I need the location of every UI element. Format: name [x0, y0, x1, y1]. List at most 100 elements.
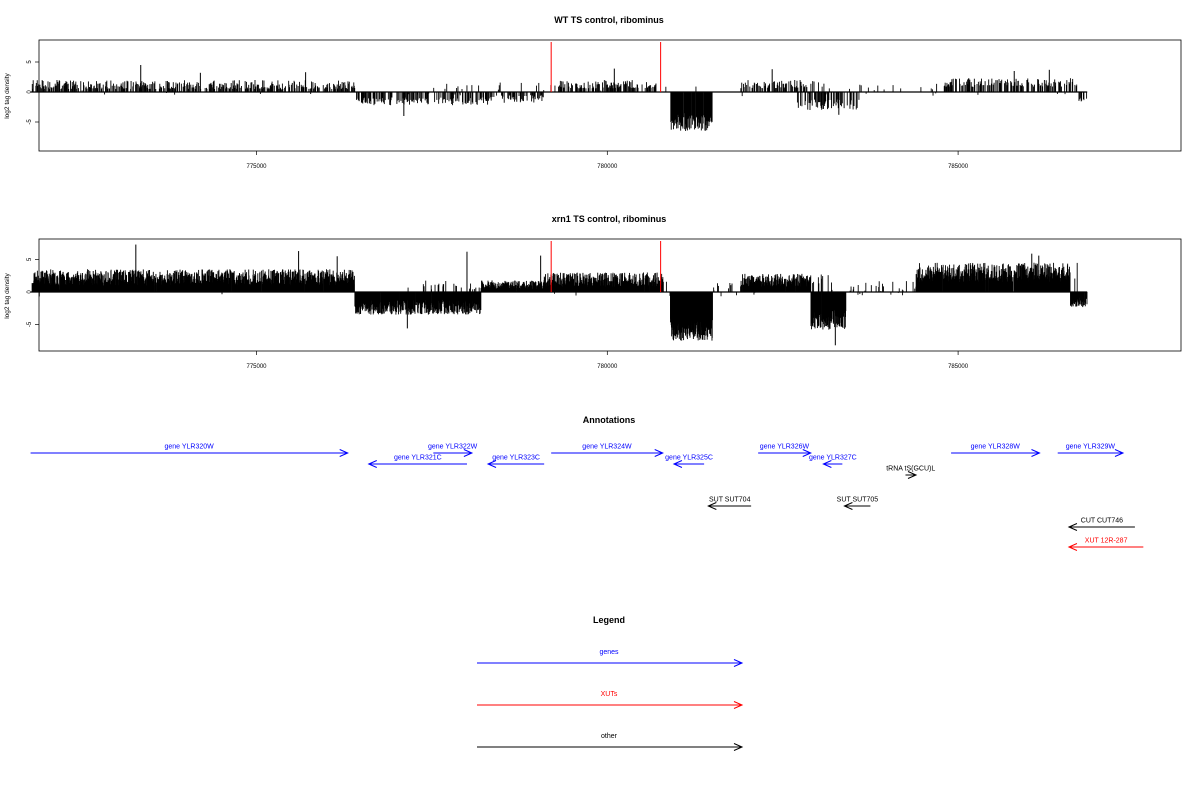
annotations-title: Annotations — [583, 415, 636, 425]
feature-arrow — [551, 449, 664, 457]
legend-item: genes — [477, 649, 744, 667]
feature-label: gene YLR324W — [582, 444, 632, 451]
legend-label: XUTs — [601, 691, 618, 698]
annotation-feature: gene YLR321C — [367, 455, 467, 468]
ytick-label: 0 — [27, 290, 33, 294]
feature-arrow-head — [367, 460, 377, 468]
legend-arrow-head — [733, 743, 744, 751]
feature-arrow-head — [339, 449, 349, 457]
legend-title: Legend — [593, 615, 625, 625]
feature-label: gene YLR328W — [971, 444, 1021, 451]
xtick-label: 780000 — [597, 164, 618, 170]
annotation-feature: gene YLR324W — [551, 444, 664, 457]
feature-label: gene YLR323C — [492, 455, 540, 462]
feature-label: gene YLR326W — [760, 444, 810, 451]
panel-wt-bars — [31, 65, 1088, 131]
feature-label: gene YLR322W — [428, 444, 478, 451]
annotation-feature: gene YLR326W — [758, 444, 813, 457]
panel-xrn1-bars — [31, 244, 1088, 346]
feature-label: CUT CUT746 — [1081, 518, 1123, 525]
feature-arrow — [905, 471, 918, 479]
xtick-label: 775000 — [246, 364, 267, 370]
xtick-label: 785000 — [948, 164, 969, 170]
annotation-feature: gene YLR320W — [30, 444, 349, 457]
feature-label: gene YLR327C — [809, 455, 857, 462]
legend-label: other — [601, 733, 618, 740]
panel-xrn1-xaxis: 775000 780000 785000 — [246, 351, 969, 370]
feature-label: SUT SUT705 — [837, 497, 879, 504]
panel-xrn1-markers — [550, 241, 662, 292]
annotation-feature: gene YLR329W — [1057, 444, 1125, 457]
legend-label: genes — [599, 649, 619, 656]
annotation-feature: CUT CUT746 — [1067, 518, 1135, 531]
feature-arrow-head — [802, 449, 813, 457]
legend-arrow-head — [733, 701, 744, 709]
feature-arrow-head — [907, 471, 918, 479]
feature-arrow-head — [707, 502, 717, 510]
panel-xrn1-title: xrn1 TS control, ribominus — [552, 214, 667, 224]
legend-arrow — [477, 743, 744, 751]
annotation-feature: gene YLR328W — [951, 444, 1041, 457]
feature-arrow — [822, 460, 843, 468]
feature-arrow — [486, 460, 545, 468]
annotation-feature: gene YLR323C — [486, 455, 545, 468]
feature-arrow — [433, 449, 474, 457]
feature-arrow-head — [1031, 449, 1041, 457]
panel-xrn1-frame — [38, 238, 1182, 352]
ytick-label: 5 — [27, 257, 33, 261]
xtick-label: 775000 — [246, 164, 267, 170]
feature-arrow-head — [1067, 543, 1078, 551]
legend-items: genes XUTs other — [477, 649, 744, 751]
legend-arrow — [477, 659, 744, 667]
panel-wt-title: WT TS control, ribominus — [554, 15, 664, 25]
feature-arrow — [843, 502, 871, 510]
panel-wt-markers — [550, 42, 662, 92]
panel-wt-xaxis: 775000 780000 785000 — [246, 151, 969, 170]
panel-wt-frame — [38, 39, 1182, 152]
annotation-features: gene YLR320W gene YLR321C gene YLR322W gene… — [30, 444, 1144, 551]
ytick-label: -5 — [27, 119, 33, 125]
feature-arrow — [1067, 523, 1135, 531]
xtick-label: 785000 — [948, 364, 969, 370]
ytick-label: 5 — [27, 60, 33, 64]
panel-xrn1-track: xrn1 TS control, ribominus log2 tag dens… — [4, 214, 1182, 370]
ytick-label: 0 — [27, 90, 33, 94]
feature-arrow — [1067, 543, 1144, 551]
feature-arrow — [1057, 449, 1125, 457]
feature-arrow — [367, 460, 467, 468]
feature-arrow-head — [1114, 449, 1125, 457]
feature-label: gene YLR329W — [1066, 444, 1116, 451]
feature-arrow-head — [1067, 523, 1078, 531]
feature-label: gene YLR321C — [394, 455, 442, 462]
annotation-feature: SUT SUT704 — [707, 497, 752, 510]
legend-item: XUTs — [477, 691, 744, 709]
feature-arrow — [758, 449, 813, 457]
annotation-feature: SUT SUT705 — [837, 497, 879, 510]
annotation-feature: gene YLR325C — [665, 455, 713, 468]
annotation-feature: tRNA tS(GCU)L — [886, 466, 935, 479]
ytick-label: -5 — [27, 321, 33, 327]
feature-label: SUT SUT704 — [709, 497, 751, 504]
feature-label: gene YLR325C — [665, 455, 713, 462]
legend-item: other — [477, 733, 744, 751]
feature-arrow-head — [486, 460, 497, 468]
annotation-feature: XUT 12R-287 — [1067, 538, 1144, 551]
panel-wt-track: WT TS control, ribominus log2 tag densit… — [4, 15, 1182, 170]
feature-label: XUT 12R-287 — [1085, 538, 1128, 545]
feature-arrow-head — [843, 502, 853, 510]
annotation-feature: gene YLR322W — [428, 444, 478, 457]
legend-arrow-head — [733, 659, 744, 667]
feature-arrow — [951, 449, 1041, 457]
legend-arrow — [477, 701, 744, 709]
annotation-feature: gene YLR327C — [809, 455, 857, 468]
feature-label: gene YLR320W — [164, 444, 214, 451]
feature-arrow-head — [672, 460, 683, 468]
feature-arrow — [30, 449, 349, 457]
feature-arrow-head — [463, 449, 474, 457]
feature-arrow-head — [822, 460, 832, 468]
feature-arrow — [707, 502, 752, 510]
panel-xrn1-ylabel: log2 tag density — [4, 272, 11, 318]
feature-label: tRNA tS(GCU)L — [886, 466, 935, 473]
xtick-label: 780000 — [597, 364, 618, 370]
